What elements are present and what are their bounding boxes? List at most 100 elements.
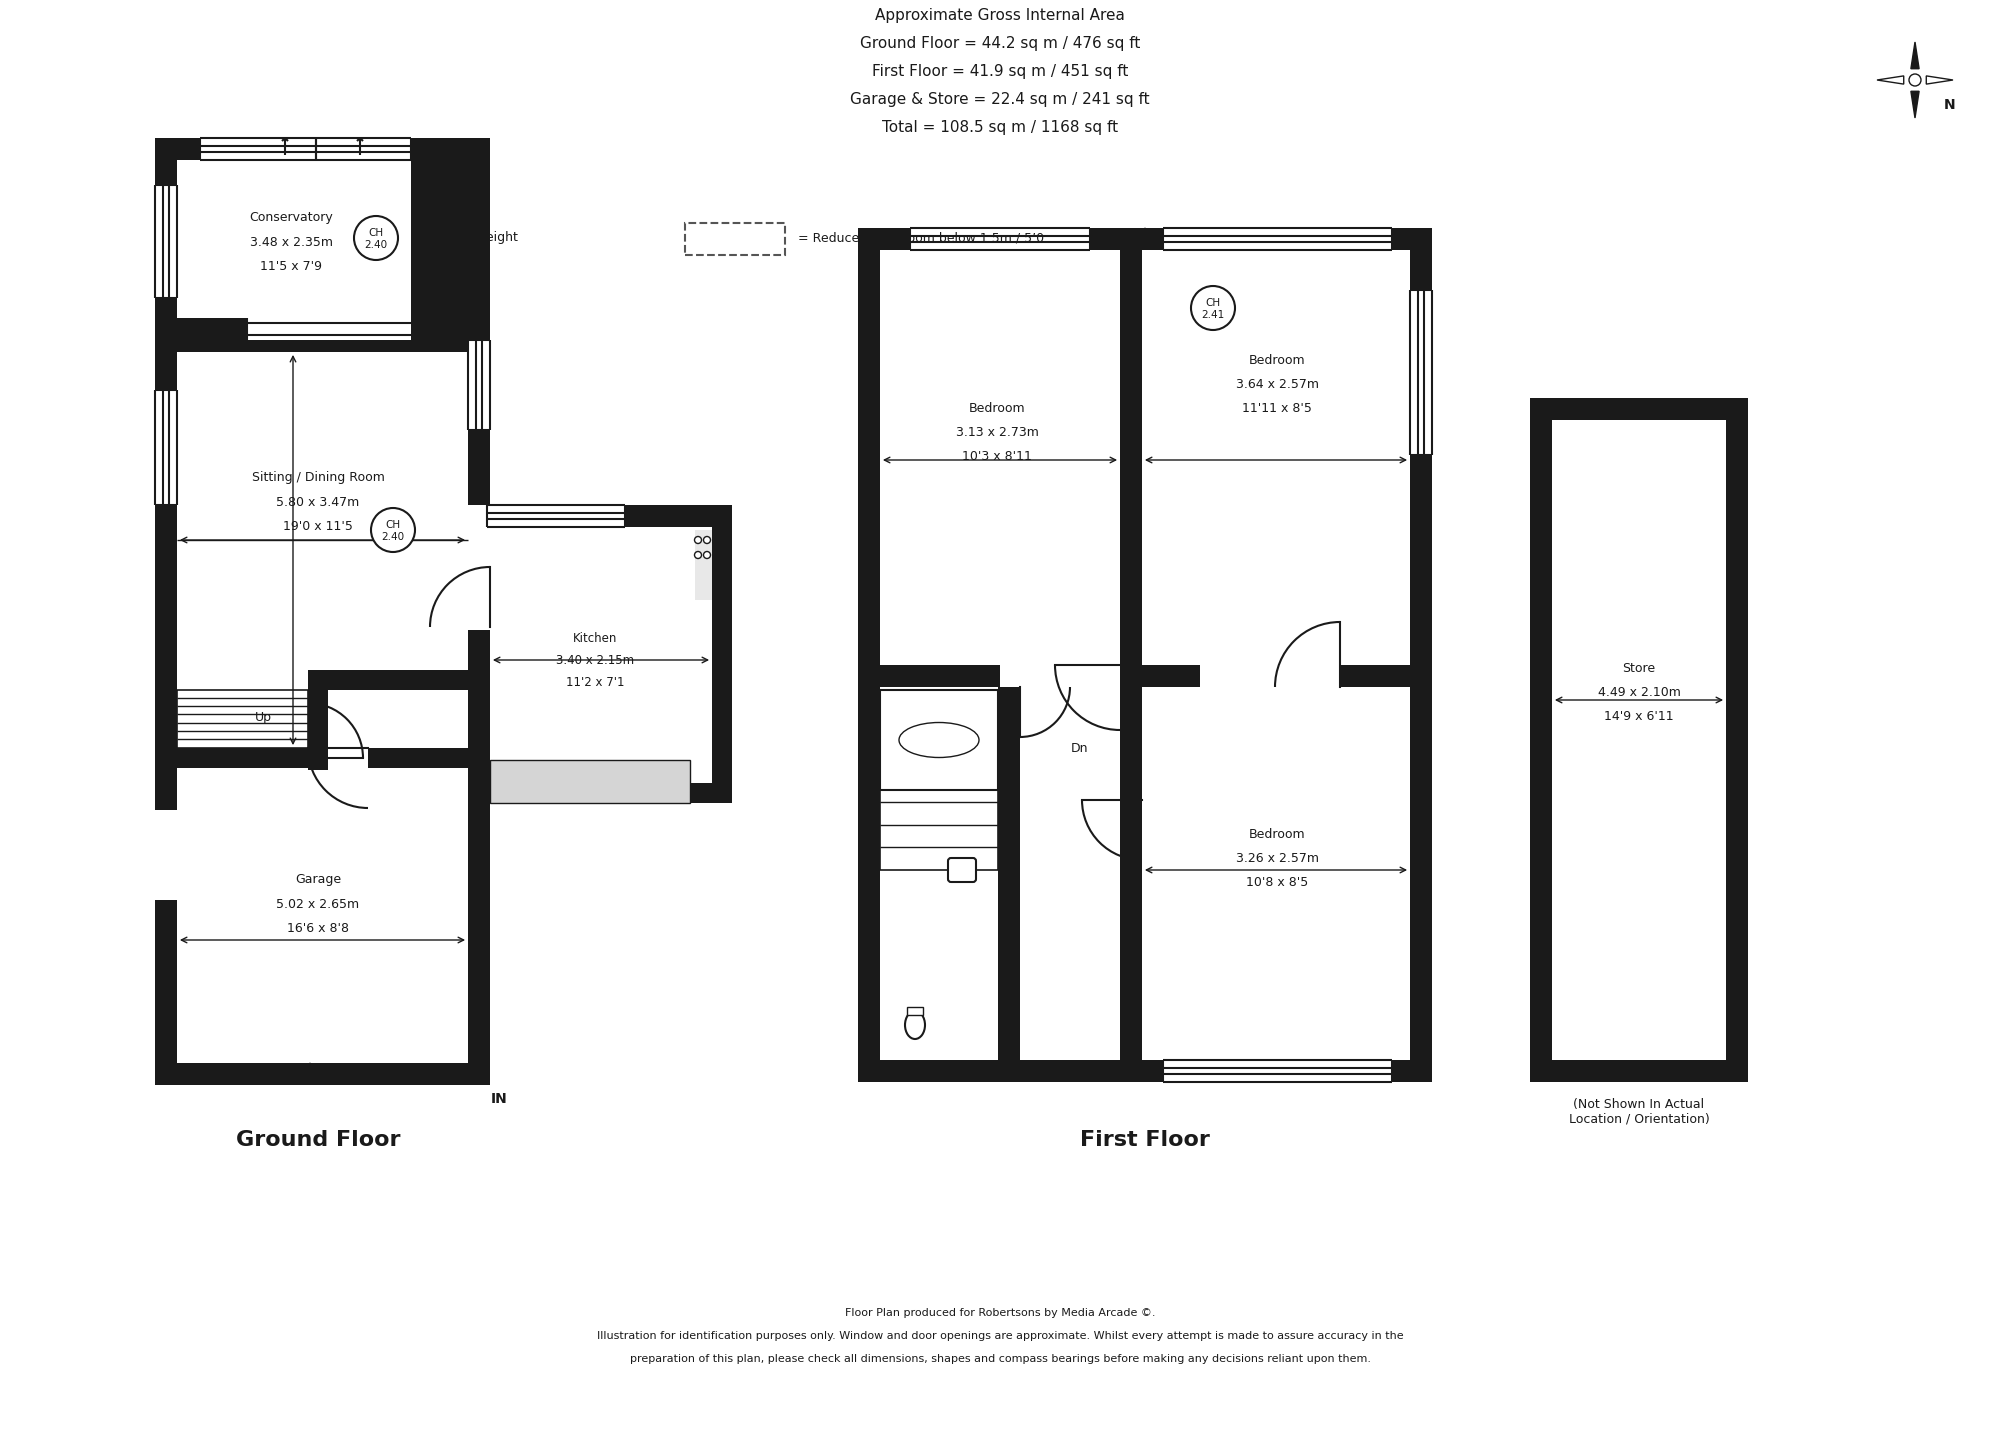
- Bar: [488, 504, 732, 527]
- Text: 5.80 x 3.47m: 5.80 x 3.47m: [276, 496, 360, 509]
- Text: First Floor: First Floor: [1080, 1131, 1210, 1151]
- Text: IN: IN: [492, 1092, 508, 1106]
- Bar: [1120, 249, 1142, 1082]
- Text: 10'3 x 8'11: 10'3 x 8'11: [962, 450, 1032, 463]
- Text: 16'6 x 8'8: 16'6 x 8'8: [288, 921, 350, 934]
- Bar: [156, 810, 176, 900]
- Text: 4.49 x 2.10m: 4.49 x 2.10m: [1598, 685, 1680, 698]
- Bar: [1410, 228, 1432, 1082]
- Ellipse shape: [904, 1012, 924, 1039]
- Bar: [156, 185, 176, 298]
- Text: Store: Store: [1622, 662, 1656, 675]
- Text: Sitting / Dining Room: Sitting / Dining Room: [252, 471, 384, 484]
- Bar: [412, 138, 434, 340]
- Bar: [308, 671, 328, 770]
- Bar: [490, 759, 690, 802]
- Bar: [858, 228, 880, 1082]
- Bar: [696, 530, 712, 600]
- Bar: [468, 504, 490, 631]
- Bar: [156, 390, 176, 504]
- Text: 11'5 x 7'9: 11'5 x 7'9: [260, 259, 322, 272]
- Text: 3.26 x 2.57m: 3.26 x 2.57m: [1236, 853, 1318, 866]
- Text: = Reduced headroom below 1.5m / 5’0: = Reduced headroom below 1.5m / 5’0: [798, 232, 1044, 245]
- Bar: [468, 330, 490, 1085]
- Bar: [488, 504, 624, 527]
- Bar: [1200, 665, 1340, 686]
- Bar: [156, 1063, 490, 1085]
- Text: Kitchen: Kitchen: [572, 632, 618, 645]
- Circle shape: [704, 552, 710, 559]
- Text: 3.40 x 2.15m: 3.40 x 2.15m: [556, 653, 634, 666]
- Circle shape: [1192, 287, 1236, 330]
- Bar: [1530, 398, 1552, 1082]
- Bar: [712, 504, 732, 802]
- Bar: [858, 1060, 1432, 1082]
- Text: 14'9 x 6'11: 14'9 x 6'11: [1604, 709, 1674, 722]
- Bar: [910, 228, 1090, 249]
- Text: Garage & Store = 22.4 sq m / 241 sq ft: Garage & Store = 22.4 sq m / 241 sq ft: [850, 92, 1150, 107]
- Text: 10'8 x 8'5: 10'8 x 8'5: [1246, 877, 1308, 890]
- Bar: [488, 782, 732, 802]
- Circle shape: [372, 509, 416, 552]
- Text: 19'0 x 11'5: 19'0 x 11'5: [284, 520, 352, 533]
- Text: Dn: Dn: [1072, 741, 1088, 755]
- Bar: [176, 691, 308, 748]
- Bar: [156, 318, 432, 340]
- Polygon shape: [1910, 42, 1920, 69]
- FancyBboxPatch shape: [948, 858, 976, 881]
- Bar: [156, 138, 432, 160]
- Text: 11'2 x 7'1: 11'2 x 7'1: [566, 675, 624, 688]
- Bar: [1000, 665, 1120, 686]
- Bar: [468, 340, 490, 430]
- Polygon shape: [1876, 76, 1904, 85]
- Bar: [1410, 289, 1432, 456]
- Text: Illustration for identification purposes only. Window and door openings are appr: Illustration for identification purposes…: [596, 1331, 1404, 1341]
- Text: 3.64 x 2.57m: 3.64 x 2.57m: [1236, 377, 1318, 391]
- Text: Garage: Garage: [294, 874, 342, 887]
- Text: 2.41: 2.41: [1202, 310, 1224, 320]
- Text: 11'11 x 8'5: 11'11 x 8'5: [1242, 401, 1312, 414]
- Bar: [908, 1007, 924, 1015]
- Bar: [1530, 1060, 1748, 1082]
- Text: Total = 108.5 sq m / 1168 sq ft: Total = 108.5 sq m / 1168 sq ft: [882, 120, 1118, 135]
- Text: Bedroom: Bedroom: [968, 401, 1026, 414]
- Text: 3.48 x 2.35m: 3.48 x 2.35m: [250, 235, 332, 248]
- Bar: [432, 138, 490, 353]
- Text: = Ceiling Height: = Ceiling Height: [416, 232, 518, 245]
- Bar: [248, 318, 412, 340]
- Text: CH: CH: [368, 228, 384, 238]
- Bar: [684, 224, 784, 255]
- Bar: [156, 330, 176, 1085]
- Circle shape: [694, 536, 702, 543]
- Text: 2.40: 2.40: [382, 532, 404, 542]
- Text: CH: CH: [1206, 298, 1220, 308]
- Text: Bedroom: Bedroom: [1248, 828, 1306, 841]
- Text: Ground Floor = 44.2 sq m / 476 sq ft: Ground Floor = 44.2 sq m / 476 sq ft: [860, 36, 1140, 52]
- Circle shape: [694, 552, 702, 559]
- Text: preparation of this plan, please check all dimensions, shapes and compass bearin: preparation of this plan, please check a…: [630, 1354, 1370, 1364]
- Bar: [880, 691, 998, 790]
- Bar: [368, 748, 490, 768]
- Text: Conservatory: Conservatory: [250, 212, 332, 225]
- Text: Ground Floor: Ground Floor: [236, 1131, 400, 1151]
- Text: CH: CH: [386, 520, 400, 530]
- Circle shape: [704, 536, 710, 543]
- Bar: [176, 691, 308, 748]
- Bar: [998, 686, 1020, 1082]
- Bar: [1530, 398, 1748, 420]
- Text: Bedroom: Bedroom: [1248, 354, 1306, 367]
- Text: Up: Up: [256, 712, 272, 725]
- Bar: [490, 759, 690, 802]
- Text: First Floor = 41.9 sq m / 451 sq ft: First Floor = 41.9 sq m / 451 sq ft: [872, 64, 1128, 79]
- Bar: [308, 671, 490, 691]
- Bar: [1726, 398, 1748, 1082]
- Bar: [316, 138, 412, 160]
- Text: N: N: [1944, 97, 1956, 112]
- Text: (Not Shown In Actual
Location / Orientation): (Not Shown In Actual Location / Orientat…: [1568, 1098, 1710, 1126]
- Bar: [1164, 1060, 1392, 1082]
- Ellipse shape: [900, 722, 980, 758]
- Text: 2.40: 2.40: [364, 239, 388, 249]
- Bar: [1164, 228, 1392, 249]
- Bar: [156, 138, 176, 340]
- Bar: [880, 691, 998, 870]
